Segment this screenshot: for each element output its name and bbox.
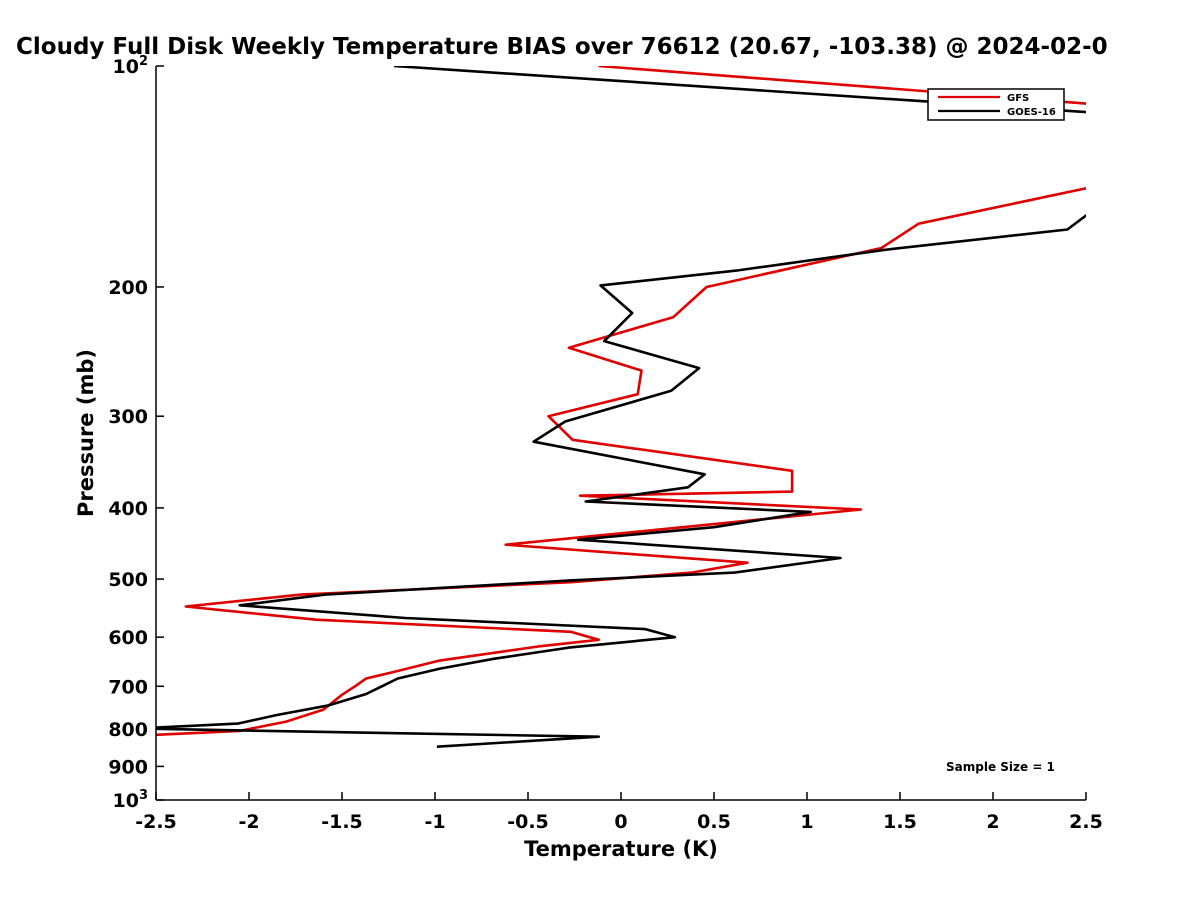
x-tick-label: -1.5 bbox=[321, 811, 363, 833]
y-tick-label: 400 bbox=[108, 498, 148, 520]
y-tick-label: 102 bbox=[113, 54, 149, 78]
legend: GFS GOES-16 bbox=[927, 88, 1065, 121]
y-tick-label: 800 bbox=[108, 719, 148, 741]
series-line-gfs bbox=[156, 66, 1086, 737]
y-tick-label: 300 bbox=[108, 406, 148, 428]
legend-box bbox=[927, 88, 1065, 121]
chart-title: Cloudy Full Disk Weekly Temperature BIAS… bbox=[16, 34, 1108, 60]
y-tick-label: 200 bbox=[108, 277, 148, 299]
x-axis-label: Temperature (K) bbox=[524, 837, 718, 861]
series-line-goes-16 bbox=[156, 66, 1086, 748]
legend-label-goes-16: GOES-16 bbox=[1007, 107, 1056, 118]
x-tick-label: 0.5 bbox=[697, 811, 731, 833]
y-tick-label: 700 bbox=[108, 676, 148, 698]
x-tick-label: 1.5 bbox=[883, 811, 917, 833]
y-axis-label: Pressure (mb) bbox=[74, 349, 98, 517]
y-tick-label: 900 bbox=[108, 756, 148, 778]
y-tick-label: 600 bbox=[108, 627, 148, 649]
x-tick-label: -0.5 bbox=[507, 811, 549, 833]
x-tick-label: 0 bbox=[614, 811, 627, 833]
legend-label-gfs: GFS bbox=[1007, 93, 1029, 104]
x-tick-label: 2.5 bbox=[1069, 811, 1103, 833]
x-tick-label: -2.5 bbox=[135, 811, 177, 833]
y-tick-label: 500 bbox=[108, 569, 148, 591]
x-tick-label: -1 bbox=[424, 811, 445, 833]
x-tick-label: 1 bbox=[800, 811, 813, 833]
x-tick-label: -2 bbox=[238, 811, 259, 833]
x-tick-label: 2 bbox=[986, 811, 999, 833]
y-tick-label: 103 bbox=[113, 788, 149, 812]
sample-size-annotation: Sample Size = 1 bbox=[946, 760, 1055, 774]
